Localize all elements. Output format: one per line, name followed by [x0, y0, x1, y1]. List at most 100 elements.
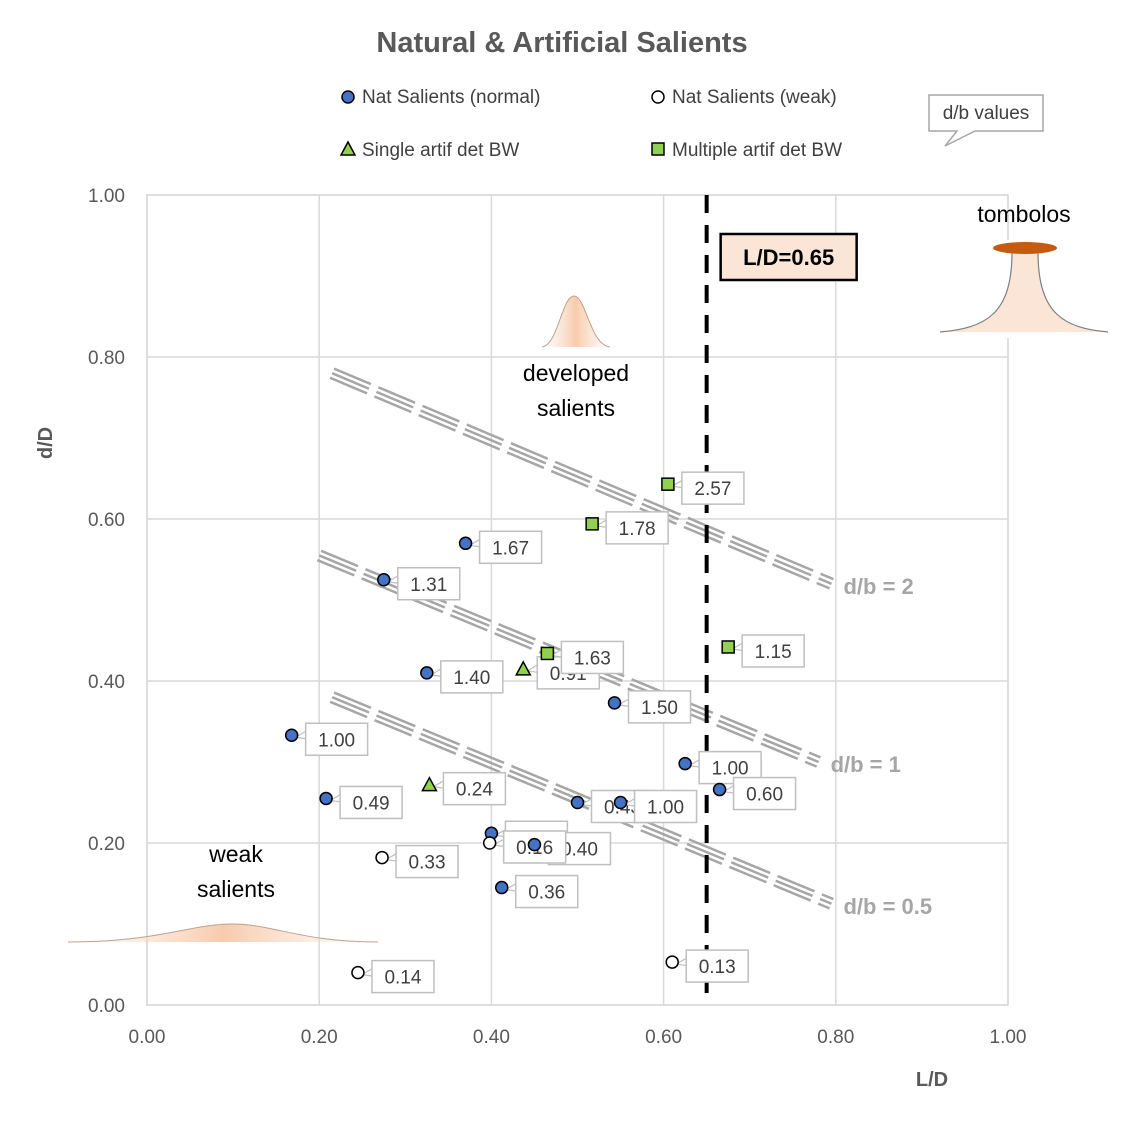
legend-marker-circle	[341, 90, 355, 104]
data-point-open-circle	[375, 850, 389, 865]
y-axis-label: d/D	[35, 427, 57, 459]
data-label-box	[627, 690, 692, 724]
reference-line-stroke	[329, 376, 831, 590]
data-label-box	[395, 844, 459, 879]
y-tick-label: 0.00	[88, 996, 125, 1017]
region-weak-salients: weak salients	[67, 841, 379, 943]
data-label: 0.24	[456, 780, 493, 801]
data-label: 1.31	[410, 575, 447, 596]
reference-line-stroke	[333, 691, 834, 901]
legend-label: Single artif det BW	[362, 140, 519, 161]
region-developed-salients: developed salients	[523, 295, 629, 421]
data-point-circle	[570, 795, 585, 810]
data-label-box	[732, 776, 797, 811]
data-label: 0.60	[746, 785, 783, 806]
data-label-box	[371, 959, 435, 994]
x-axis-ticks: 0.00 0.20 0.40 0.60 0.80 1.00	[129, 1027, 1027, 1048]
legend-label: Nat Salients (normal)	[362, 87, 540, 108]
data-label-box	[478, 530, 543, 565]
data-label-box	[741, 634, 805, 668]
reference-line-label: d/b = 2	[843, 574, 913, 599]
data-label: 0.14	[384, 968, 421, 989]
region-label-line: salients	[197, 876, 275, 902]
x-axis-label: L/D	[916, 1069, 948, 1091]
data-label: 1.00	[318, 730, 355, 751]
legend-marker-triangle	[339, 140, 357, 156]
vertical-line-label: L/D=0.65	[743, 245, 834, 270]
data-label: 1.40	[453, 668, 490, 689]
data-label-box	[633, 789, 698, 824]
legend-label: Nat Salients (weak)	[672, 87, 837, 108]
reference-line-stroke	[331, 372, 832, 585]
callout-shape	[928, 94, 1044, 147]
x-tick-label: 1.00	[990, 1027, 1027, 1048]
data-label-box	[685, 949, 749, 983]
region-label-line: tombolos	[977, 201, 1070, 227]
data-label: 1.00	[712, 759, 749, 780]
data-point-circle	[607, 696, 622, 710]
data-label: 1.78	[619, 519, 656, 540]
x-tick-label: 0.20	[301, 1027, 338, 1048]
y-axis-ticks: 0.00 0.20 0.40 0.60 0.80 1.00	[88, 186, 125, 1017]
reference-line-label: d/b = 0.5	[843, 894, 932, 919]
region-tombolos: tombolos	[939, 201, 1109, 338]
data-point-open-circle	[351, 965, 365, 980]
legend-item-nat-weak: Nat Salients (weak)	[651, 87, 837, 108]
legend-marker-open-circle	[651, 90, 665, 104]
data-label-box	[560, 640, 625, 675]
vertical-reference: L/D=0.65	[704, 195, 858, 1005]
y-tick-label: 0.80	[88, 348, 125, 369]
data-label-box	[605, 511, 669, 545]
data-label: 0.33	[409, 853, 446, 874]
y-tick-label: 0.60	[88, 510, 125, 531]
data-point-square	[661, 477, 675, 491]
data-label: 1.15	[755, 642, 792, 663]
data-point-circle	[319, 791, 333, 806]
data-point-square	[721, 640, 735, 654]
x-tick-label: 0.40	[473, 1027, 510, 1048]
data-point-triangle	[515, 660, 532, 676]
data-label-box	[502, 830, 567, 864]
gridlines	[146, 194, 1009, 1006]
x-tick-label: 0.00	[129, 1027, 166, 1048]
region-label-line: developed	[523, 360, 629, 386]
tombolo-island	[993, 242, 1057, 254]
data-point-circle	[613, 795, 628, 810]
developed-salient-shape	[542, 296, 610, 347]
data-label-box	[681, 471, 745, 505]
legend-marker-square	[651, 142, 665, 156]
y-tick-label: 0.40	[88, 672, 125, 693]
data-label: 1.00	[647, 798, 684, 819]
data-point-circle	[527, 837, 542, 852]
data-label: 1.67	[492, 538, 529, 559]
data-point-circle	[712, 782, 727, 797]
data-label-box	[339, 785, 403, 820]
x-tick-label: 0.60	[645, 1027, 682, 1048]
data-point-circle	[458, 536, 473, 551]
legend-label: Multiple artif det BW	[672, 140, 842, 161]
legend: Nat Salients (normal) Nat Salients (weak…	[339, 87, 1044, 161]
data-point-circle	[284, 728, 299, 743]
data-point-open-circle	[665, 955, 679, 969]
data-label-box	[397, 567, 461, 601]
data-point-circle	[678, 756, 692, 771]
weak-salient-outline	[67, 923, 379, 943]
data-point-open-circle	[482, 836, 497, 850]
data-label-box	[304, 722, 369, 757]
data-point-circle	[377, 573, 391, 587]
tombolo-outline	[939, 251, 1109, 333]
data-label-box	[440, 660, 504, 694]
x-tick-label: 0.80	[817, 1027, 854, 1048]
data-point-circle	[420, 666, 434, 680]
vertical-line-label-box	[719, 232, 858, 282]
data-label: 2.57	[694, 479, 731, 500]
legend-item-single-bw: Single artif det BW	[339, 140, 519, 161]
data-point-square	[540, 646, 555, 661]
data-point-triangle	[421, 776, 438, 792]
region-label-line: salients	[537, 395, 615, 421]
chart-title: Natural & Artificial Salients	[376, 27, 747, 59]
data-label: 0.40	[561, 840, 598, 861]
data-point-square	[585, 517, 599, 531]
y-tick-label: 0.20	[88, 834, 125, 855]
